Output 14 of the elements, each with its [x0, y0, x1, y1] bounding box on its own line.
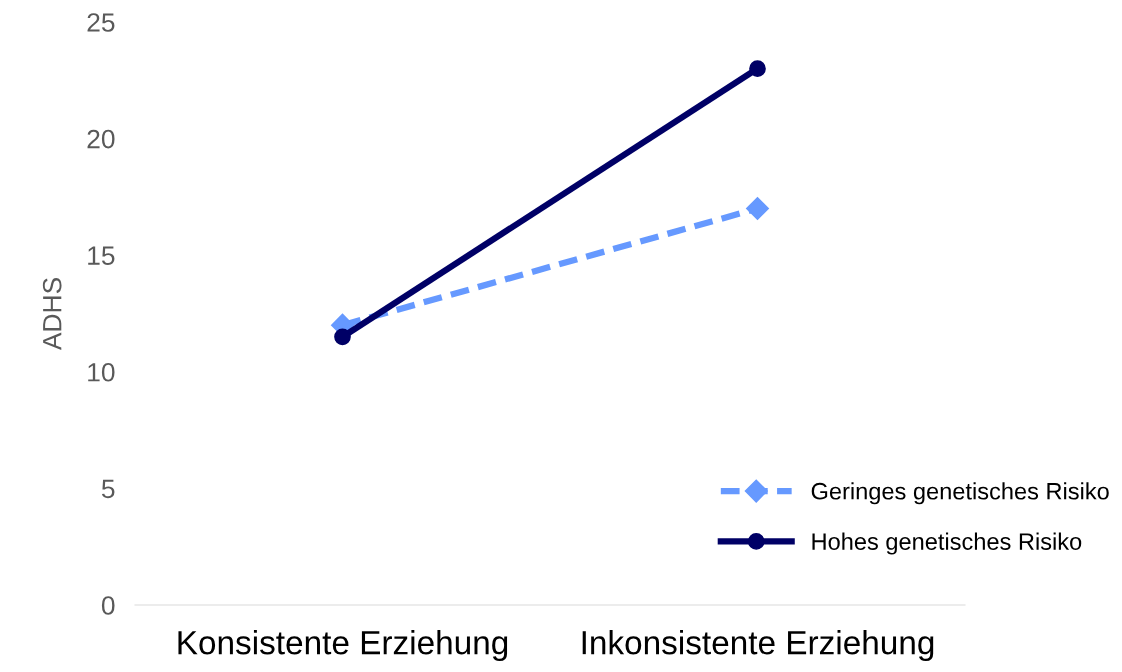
x-tick-label: Inkonsistente Erziehung — [582, 630, 934, 662]
point — [749, 60, 766, 77]
point — [746, 197, 769, 221]
y-axis-title: ADHS — [42, 278, 62, 351]
x-tick-label: Konsistente Erziehung — [178, 630, 508, 662]
y-tick-label: 25 — [87, 13, 115, 32]
y-tick-label: 20 — [87, 129, 115, 149]
y-tick-label: 10 — [88, 362, 115, 382]
legend-label: Geringes genetisches Risiko — [811, 482, 1109, 505]
y-tick-label: 0 — [101, 596, 115, 615]
legend-label: Hohes genetisches Risiko — [812, 532, 1082, 555]
y-tick-label: 5 — [101, 479, 115, 499]
point — [334, 328, 351, 346]
y-tick-label: 15 — [88, 246, 115, 266]
